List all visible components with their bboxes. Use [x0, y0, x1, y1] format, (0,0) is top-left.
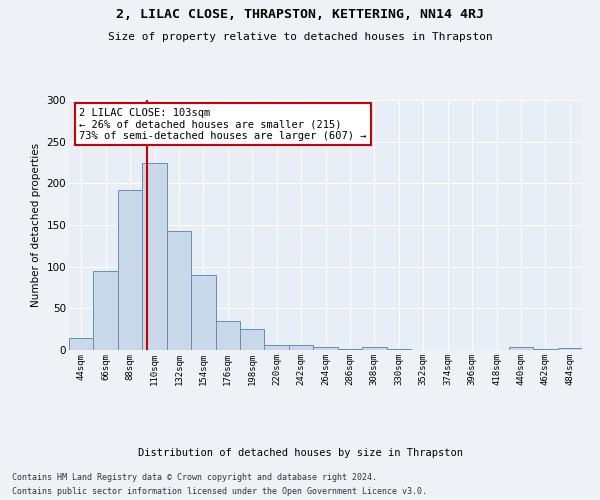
Text: Size of property relative to detached houses in Thrapston: Size of property relative to detached ho… — [107, 32, 493, 42]
Text: Distribution of detached houses by size in Thrapston: Distribution of detached houses by size … — [137, 448, 463, 458]
Bar — [142, 162, 167, 350]
Y-axis label: Number of detached properties: Number of detached properties — [31, 143, 41, 307]
Bar — [69, 338, 94, 350]
Bar — [94, 271, 118, 350]
Bar — [215, 321, 240, 350]
Bar — [338, 349, 362, 350]
Bar — [289, 345, 313, 350]
Bar — [509, 346, 533, 350]
Text: Contains HM Land Registry data © Crown copyright and database right 2024.: Contains HM Land Registry data © Crown c… — [12, 472, 377, 482]
Bar — [118, 190, 142, 350]
Text: 2 LILAC CLOSE: 103sqm
← 26% of detached houses are smaller (215)
73% of semi-det: 2 LILAC CLOSE: 103sqm ← 26% of detached … — [79, 108, 367, 140]
Bar — [533, 349, 557, 350]
Bar — [557, 348, 582, 350]
Text: Contains public sector information licensed under the Open Government Licence v3: Contains public sector information licen… — [12, 488, 427, 496]
Bar — [191, 275, 215, 350]
Bar — [362, 346, 386, 350]
Bar — [167, 231, 191, 350]
Text: 2, LILAC CLOSE, THRAPSTON, KETTERING, NN14 4RJ: 2, LILAC CLOSE, THRAPSTON, KETTERING, NN… — [116, 8, 484, 20]
Bar — [240, 329, 265, 350]
Bar — [386, 349, 411, 350]
Bar — [313, 346, 338, 350]
Bar — [265, 345, 289, 350]
